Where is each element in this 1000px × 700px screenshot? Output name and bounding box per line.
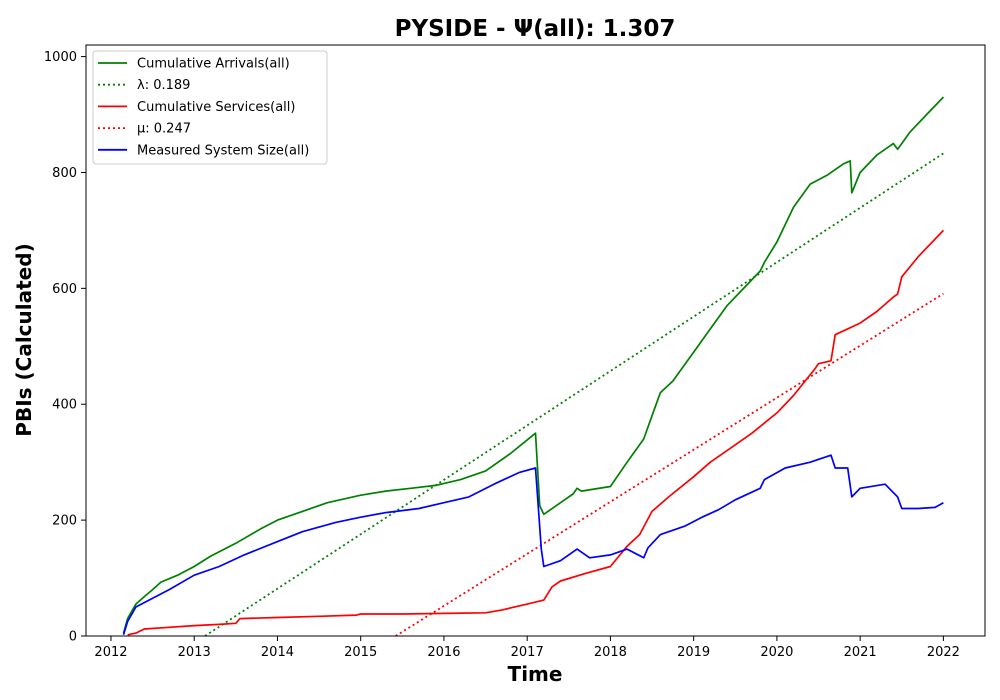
series-group	[122, 96, 945, 636]
y-tick-label: 0	[69, 630, 77, 645]
x-tick-label: 2021	[844, 645, 877, 660]
legend-entry: Cumulative Services(all)	[98, 100, 295, 115]
x-tick-label: 2012	[94, 645, 127, 660]
x-tick-label: 2020	[760, 645, 793, 660]
x-tick-label: 2015	[344, 645, 377, 660]
chart-title: PYSIDE - Ψ(all): 1.307	[395, 16, 676, 42]
axes: 2012 2013 2014 2015 2016 2017 2018 2019 2020 2021…	[44, 44, 986, 660]
y-tick-label: 400	[52, 398, 77, 413]
x-tick-label: 2019	[677, 645, 710, 660]
series-line-2	[127, 229, 945, 636]
plot-frame	[85, 44, 986, 637]
series-line-0	[122, 96, 945, 634]
legend-entry: Cumulative Arrivals(all)	[98, 57, 290, 72]
x-tick-label: 2016	[427, 645, 460, 660]
x-tick-label: 2017	[511, 645, 544, 660]
legend-label: λ: 0.189	[137, 78, 190, 93]
legend-label: Cumulative Services(all)	[137, 100, 295, 115]
plot-area	[122, 96, 945, 636]
series-line-4	[122, 454, 944, 636]
legend: Cumulative Arrivals(all) λ: 0.189 Cumulati…	[92, 50, 328, 165]
x-tick-label: 2013	[178, 645, 211, 660]
x-axis-label: Time	[508, 662, 563, 686]
y-tick-label: 200	[52, 514, 77, 529]
legend-label: Measured System Size(all)	[137, 143, 309, 158]
y-tick-label: 600	[52, 282, 77, 297]
series-line-1	[204, 152, 944, 636]
x-tick-label: 2014	[261, 645, 294, 660]
legend-box	[92, 50, 328, 165]
legend-entry: Measured System Size(all)	[98, 143, 309, 158]
legend-label: Cumulative Arrivals(all)	[137, 57, 290, 72]
legend-entry: μ: 0.247	[98, 122, 191, 137]
legend-label: μ: 0.247	[137, 122, 191, 137]
y-tick-label: 1000	[44, 50, 77, 65]
y-tick-label: 800	[52, 166, 77, 181]
legend-entry: λ: 0.189	[98, 78, 190, 93]
x-tick-label: 2018	[594, 645, 627, 660]
y-axis-label: PBIs (Calculated)	[12, 243, 36, 436]
x-tick-label: 2022	[927, 645, 960, 660]
